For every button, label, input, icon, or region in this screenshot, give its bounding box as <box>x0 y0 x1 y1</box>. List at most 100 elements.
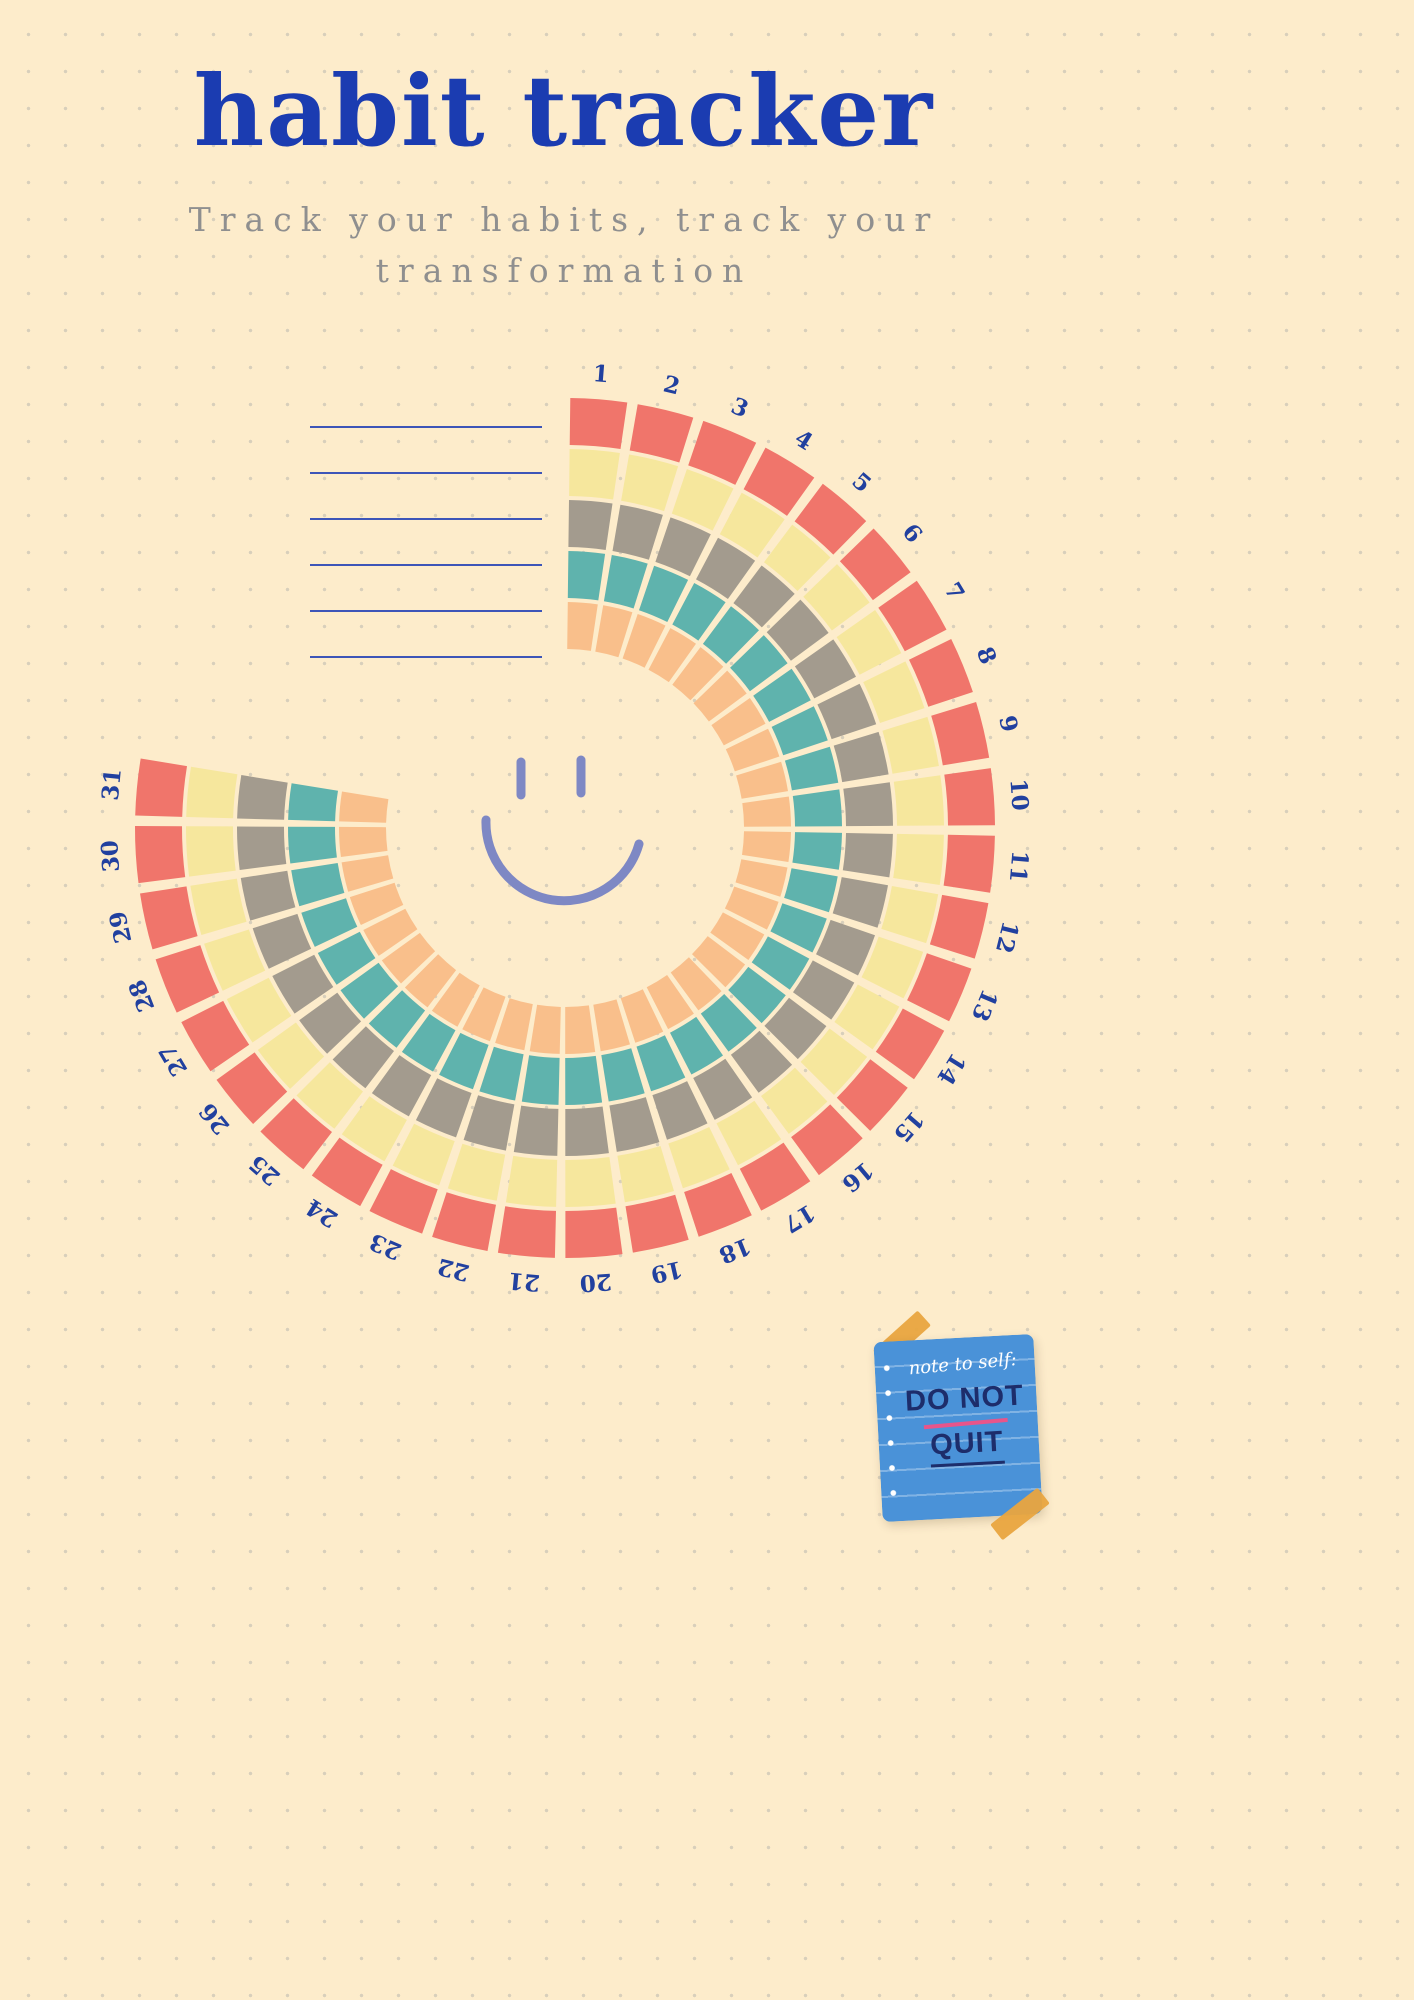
day-label-8: 8 <box>971 643 1002 668</box>
day-18-ring-4-cell <box>636 1035 686 1092</box>
day-30-ring-3-cell <box>236 826 287 870</box>
day-18-ring-1-cell <box>684 1173 752 1237</box>
habit-lines <box>310 426 542 702</box>
day-20-ring-4-cell <box>565 1055 603 1105</box>
day-label-2: 2 <box>661 370 683 400</box>
day-10-ring-5-cell <box>742 796 791 827</box>
note-quit-text: QUIT <box>929 1425 1005 1468</box>
day-label-7: 7 <box>938 578 969 606</box>
day-label-18: 18 <box>715 1232 755 1269</box>
day-24-ring-4-cell <box>401 1013 456 1072</box>
habit-line <box>310 518 542 520</box>
day-7-ring-3-cell <box>794 639 856 699</box>
day-14-ring-5-cell <box>710 912 765 960</box>
day-11-ring-5-cell <box>742 831 791 862</box>
day-12-ring-3-cell <box>832 877 888 928</box>
day-label-20: 20 <box>579 1268 613 1297</box>
day-22-ring-4-cell <box>479 1046 524 1101</box>
day-2-ring-5-cell <box>595 605 633 658</box>
day-16-ring-2-cell <box>761 1067 828 1134</box>
note-to-self-card: note to self: DO NOT QUIT <box>873 1310 1050 1541</box>
day-12-ring-1-cell <box>929 894 989 959</box>
day-3-ring-3-cell <box>655 517 711 577</box>
day-15-ring-1-cell <box>836 1059 908 1131</box>
day-3-ring-1-cell <box>688 420 757 485</box>
day-label-4: 4 <box>790 425 818 456</box>
day-label-31: 31 <box>97 767 127 801</box>
day-11-ring-3-cell <box>842 833 893 878</box>
day-21-ring-2-cell <box>505 1155 558 1207</box>
day-24-ring-5-cell <box>431 972 480 1027</box>
day-25-ring-4-cell <box>368 990 426 1048</box>
day-8-ring-2-cell <box>863 661 925 723</box>
day-31-ring-2-cell <box>186 766 238 819</box>
day-28-ring-5-cell <box>349 882 404 925</box>
day-28-ring-2-cell <box>204 929 266 991</box>
day-label-6: 6 <box>897 519 928 549</box>
day-6-ring-2-cell <box>803 564 870 631</box>
day-9-ring-3-cell <box>833 731 889 783</box>
day-19-ring-5-cell <box>593 999 630 1052</box>
day-label-1: 1 <box>592 360 610 388</box>
day-label-27: 27 <box>154 1039 194 1080</box>
note-body: note to self: DO NOT QUIT <box>898 1344 1034 1512</box>
day-23-ring-2-cell <box>392 1123 455 1186</box>
day-26-ring-1-cell <box>216 1052 288 1124</box>
day-30-ring-4-cell <box>287 826 337 864</box>
day-16-ring-4-cell <box>700 994 757 1052</box>
day-8-ring-3-cell <box>817 683 877 740</box>
day-1-ring-1-cell <box>569 398 628 449</box>
day-13-ring-5-cell <box>724 886 779 930</box>
day-label-23: 23 <box>365 1228 405 1265</box>
habit-line <box>310 472 542 474</box>
day-1-ring-5-cell <box>567 602 598 651</box>
day-10-ring-4-cell <box>792 789 842 827</box>
day-17-ring-4-cell <box>670 1016 723 1075</box>
page-title: habit tracker <box>193 54 935 168</box>
day-10-ring-2-cell <box>893 775 944 826</box>
note-paper: note to self: DO NOT QUIT <box>873 1333 1043 1523</box>
day-21-ring-5-cell <box>529 1004 561 1054</box>
note-do-not-text: DO NOT <box>904 1379 1025 1418</box>
day-21-ring-4-cell <box>521 1055 560 1105</box>
day-7-ring-1-cell <box>878 580 947 652</box>
day-26-ring-3-cell <box>299 992 362 1054</box>
habit-line <box>310 564 542 566</box>
day-4-ring-4-cell <box>672 583 726 641</box>
day-25-ring-5-cell <box>404 954 457 1008</box>
day-29-ring-5-cell <box>341 855 394 892</box>
day-2-ring-1-cell <box>629 404 694 463</box>
day-11-ring-2-cell <box>893 833 944 885</box>
day-5-ring-4-cell <box>702 606 759 664</box>
day-25-ring-3-cell <box>332 1026 394 1089</box>
day-label-26: 26 <box>194 1098 235 1140</box>
day-23-ring-5-cell <box>462 987 506 1042</box>
day-6-ring-3-cell <box>766 599 829 661</box>
day-11-ring-4-cell <box>792 832 842 870</box>
day-5-ring-2-cell <box>764 524 831 591</box>
day-5-ring-3-cell <box>733 565 795 628</box>
day-label-21: 21 <box>507 1267 541 1297</box>
day-22-ring-5-cell <box>495 998 533 1051</box>
day-9-ring-4-cell <box>784 746 839 791</box>
day-11-ring-1-cell <box>943 834 995 893</box>
day-label-19: 19 <box>648 1255 685 1288</box>
day-17-ring-3-cell <box>693 1058 753 1120</box>
day-label-30: 30 <box>96 839 125 873</box>
day-15-ring-3-cell <box>764 997 827 1060</box>
tracker-cells <box>134 398 995 1258</box>
day-label-14: 14 <box>931 1048 971 1089</box>
day-13-ring-3-cell <box>816 919 875 976</box>
day-19-ring-1-cell <box>625 1194 689 1253</box>
day-24-ring-1-cell <box>311 1137 383 1207</box>
note-quit-row: QUIT <box>902 1424 1032 1469</box>
day-27-ring-2-cell <box>226 977 292 1043</box>
day-17-ring-1-cell <box>739 1142 811 1211</box>
day-26-ring-4-cell <box>340 962 399 1019</box>
day-19-ring-4-cell <box>601 1048 645 1102</box>
day-4-ring-2-cell <box>719 492 785 558</box>
day-3-ring-5-cell <box>622 614 666 668</box>
day-4-ring-3-cell <box>696 537 756 599</box>
